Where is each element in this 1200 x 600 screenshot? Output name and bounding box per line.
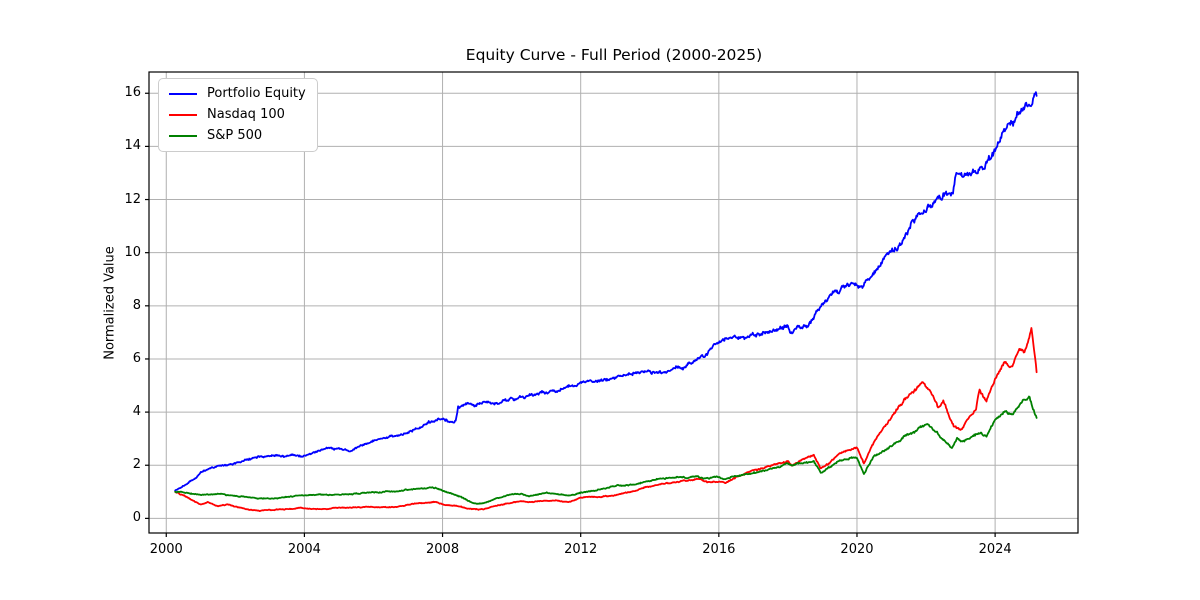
y-tick-label: 0: [132, 510, 141, 526]
legend-label: Nasdaq 100: [207, 107, 285, 122]
y-tick-label: 2: [132, 457, 141, 473]
y-tick-label: 16: [124, 85, 141, 101]
y-tick-label: 8: [132, 297, 141, 313]
series-line-s-p-500: [174, 395, 1038, 505]
chart-title: Equity Curve - Full Period (2000-2025): [465, 46, 763, 64]
series-line-portfolio-equity: [174, 91, 1038, 492]
x-tick-label: 2000: [149, 542, 183, 557]
y-tick-label: 12: [124, 191, 141, 207]
y-tick-label: 14: [124, 138, 141, 154]
legend-item-s-p-500: S&P 500: [169, 128, 306, 144]
legend-line-swatch: [169, 114, 197, 116]
x-tick-label: 2008: [426, 542, 460, 557]
x-tick-label: 2020: [840, 542, 874, 557]
x-tick-label: 2016: [702, 542, 736, 557]
legend-item-nasdaq-100: Nasdaq 100: [169, 107, 306, 123]
y-tick-label: 6: [132, 350, 141, 366]
x-tick-label: 2024: [978, 542, 1012, 557]
y-tick-label: 10: [124, 244, 141, 260]
x-tick-label: 2012: [564, 542, 598, 557]
legend-label: S&P 500: [207, 128, 263, 143]
y-tick-label: 4: [132, 404, 141, 420]
legend-line-swatch: [169, 93, 197, 95]
legend-item-portfolio-equity: Portfolio Equity: [169, 86, 306, 102]
legend: Portfolio Equity Nasdaq 100 S&P 500: [158, 78, 318, 152]
series-line-nasdaq-100: [174, 327, 1038, 513]
legend-label: Portfolio Equity: [207, 86, 306, 101]
x-tick-label: 2004: [287, 542, 321, 557]
legend-line-swatch: [169, 135, 197, 137]
